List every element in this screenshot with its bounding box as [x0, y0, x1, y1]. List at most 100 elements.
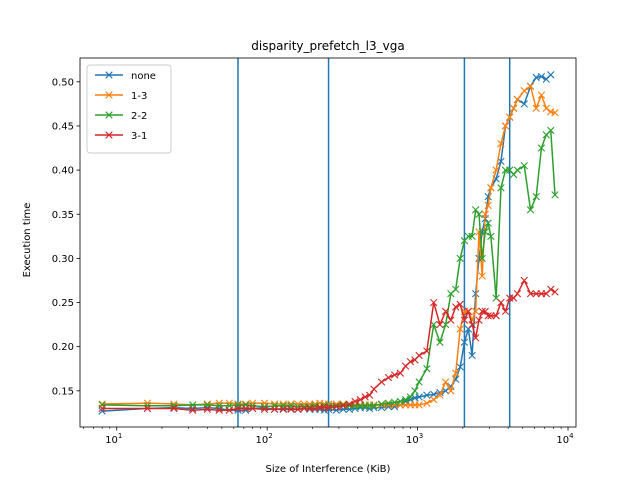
series-13-point-48 [475, 228, 483, 236]
series-31-point-46 [468, 320, 476, 329]
series-31-point-2 [170, 404, 178, 413]
series-13-point-41 [447, 387, 455, 395]
series-22-point-29 [377, 400, 386, 408]
series-22-point-28 [370, 402, 378, 410]
series-13-point-61 [532, 104, 540, 113]
series-22-point-51 [484, 219, 492, 227]
series-31-point-4 [203, 405, 211, 414]
series-13-point-59 [520, 86, 528, 95]
series-31-point-45 [464, 307, 473, 316]
series-31-point-39 [436, 320, 444, 329]
series-31-point-6 [225, 406, 233, 414]
series-13-point-55 [501, 122, 510, 130]
series-none-point-46 [468, 351, 476, 360]
series-31-point-49 [478, 307, 486, 316]
series-22-point-8 [242, 401, 250, 409]
series-22-point-61 [532, 192, 540, 201]
series-31-point-21 [332, 403, 340, 411]
series-31-point-0 [98, 404, 106, 413]
series-31-point-43 [456, 300, 464, 308]
series-13-point-65 [551, 109, 559, 117]
series-31-point-64 [547, 285, 555, 293]
series-31-point-10 [260, 405, 269, 414]
y-tick-label: 0.15 [52, 386, 74, 397]
series-22-point-54 [497, 184, 505, 192]
series-22-point-42 [452, 285, 460, 293]
series-31-point-29 [377, 378, 386, 386]
series-none-point-62 [537, 72, 546, 81]
series-none-point-64 [547, 71, 555, 79]
legend: none 1-3 2-2 3-1 [86, 64, 172, 154]
series-13-point-36 [415, 401, 423, 409]
series-31-point-40 [441, 307, 450, 316]
series-31-point-53 [492, 312, 500, 320]
series-none-point-37 [423, 391, 431, 399]
series-31-point-9 [248, 404, 257, 413]
series-22-point-34 [406, 393, 415, 401]
series-31-point-15 [300, 404, 308, 413]
series-31-point-60 [526, 290, 535, 298]
series-31-point-42 [452, 303, 460, 311]
legend-entry-none-marker [105, 71, 113, 79]
series-31-point-1 [143, 404, 152, 413]
series-22-point-22 [339, 401, 347, 409]
series-13-point-50 [481, 210, 489, 218]
series-22-point-62 [537, 144, 546, 152]
series-22-point-0 [98, 401, 106, 409]
series-22-point-52 [487, 232, 495, 241]
series-22-point-58 [513, 166, 522, 174]
series-13-point-57 [509, 104, 518, 113]
series-13-point-29 [377, 401, 386, 409]
series-31-point-65 [551, 288, 559, 296]
series-31-point-32 [396, 369, 405, 377]
series-22-point-43 [456, 254, 464, 263]
series-22-point-48 [475, 210, 483, 218]
series-22-point-39 [436, 338, 444, 346]
y-tick-label: 0.20 [52, 342, 74, 353]
series-13-point-10 [260, 399, 269, 407]
y-tick-label: 0.25 [52, 298, 74, 309]
series-22-point-3 [189, 401, 197, 409]
series-31-point-59 [520, 276, 528, 285]
series-22-point-32 [396, 397, 405, 406]
series-22-point-33 [401, 395, 410, 404]
series-13-point-4 [203, 400, 211, 408]
legend-entry-13-marker [105, 91, 113, 99]
series-31-point-61 [532, 290, 540, 298]
series-22-line [102, 129, 556, 408]
y-axis-label: Execution time [22, 203, 33, 278]
series-31-point-13 [287, 405, 295, 414]
series-31-point-31 [390, 371, 399, 379]
series-13-point-62 [537, 91, 546, 99]
y-tick-label: 0.45 [52, 121, 74, 132]
series-22-point-36 [415, 378, 423, 386]
series-31-point-27 [365, 391, 374, 399]
legend-entry-22-label: 2-2 [131, 111, 147, 122]
series-13-point-63 [542, 104, 550, 113]
series-13-point-53 [492, 166, 500, 174]
legend-entry-31-label: 3-1 [131, 131, 147, 142]
series-22-point-40 [441, 320, 450, 329]
series-31-point-58 [513, 290, 522, 298]
plot-area [98, 58, 559, 427]
series-13-point-38 [430, 395, 438, 404]
series-31-point-26 [361, 393, 369, 401]
series-none-point-44 [460, 338, 469, 346]
chart-title: disparity_prefetch_l3_vga [251, 39, 404, 53]
series-22-point-37 [423, 365, 431, 373]
series-13-point-58 [513, 95, 522, 104]
series-22-point-50 [481, 228, 489, 236]
series-31-point-11 [270, 405, 279, 414]
series-22-point-65 [551, 191, 559, 199]
series-31-point-8 [242, 404, 250, 413]
series-31-point-44 [460, 316, 469, 324]
series-13-point-42 [452, 369, 460, 377]
series-22-point-21 [332, 402, 340, 410]
x-axis-label: Size of Interference (KiB) [266, 464, 391, 475]
legend-entry-13-label: 1-3 [131, 91, 147, 102]
series-13-point-39 [436, 391, 444, 399]
series-31-point-23 [345, 400, 354, 408]
legend-entry-31-marker [105, 131, 113, 139]
series-31-point-28 [370, 385, 378, 393]
